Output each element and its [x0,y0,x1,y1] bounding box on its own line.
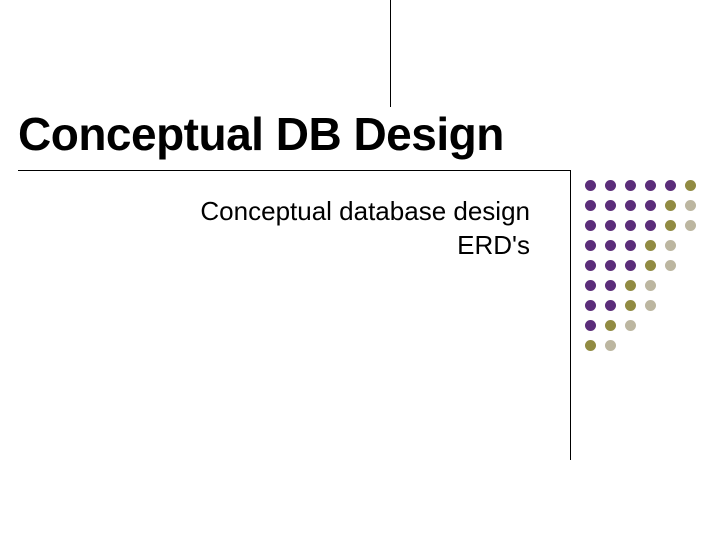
dot-row [585,320,696,331]
dot-icon [585,340,596,351]
slide-container: Conceptual DB Design Conceptual database… [0,0,720,540]
dot-icon [665,200,676,211]
dot-icon [585,220,596,231]
dot-icon [605,320,616,331]
dot-icon [625,220,636,231]
dot-row [585,240,696,251]
dot-row [585,260,696,271]
dot-icon [625,280,636,291]
dot-icon [645,260,656,271]
dot-row [585,180,696,191]
decorative-dot-grid [585,180,696,360]
dot-icon [585,200,596,211]
dot-icon [585,240,596,251]
bottom-vertical-divider [570,170,571,460]
dot-icon [665,220,676,231]
dot-icon [685,180,696,191]
dot-icon [625,200,636,211]
slide-subtitle: Conceptual database design ERD's [200,195,530,263]
dot-row [585,280,696,291]
top-vertical-divider [390,0,391,107]
dot-row [585,340,696,351]
dot-icon [665,180,676,191]
dot-icon [645,220,656,231]
dot-icon [605,200,616,211]
dot-icon [665,240,676,251]
slide-title: Conceptual DB Design [18,107,504,161]
dot-icon [645,300,656,311]
dot-icon [605,240,616,251]
dot-icon [585,280,596,291]
dot-icon [645,280,656,291]
dot-icon [685,220,696,231]
dot-icon [625,320,636,331]
dot-icon [625,180,636,191]
dot-row [585,200,696,211]
dot-icon [605,180,616,191]
dot-icon [585,320,596,331]
dot-icon [625,300,636,311]
dot-icon [605,300,616,311]
dot-row [585,300,696,311]
dot-row [585,220,696,231]
dot-icon [665,260,676,271]
dot-icon [585,300,596,311]
dot-icon [605,220,616,231]
dot-icon [605,260,616,271]
dot-icon [605,340,616,351]
horizontal-divider [18,170,570,171]
dot-icon [585,180,596,191]
dot-icon [645,240,656,251]
dot-icon [625,240,636,251]
dot-icon [685,200,696,211]
dot-icon [585,260,596,271]
dot-icon [645,200,656,211]
subtitle-line-1: Conceptual database design [200,195,530,229]
dot-icon [605,280,616,291]
dot-icon [625,260,636,271]
dot-icon [645,180,656,191]
subtitle-line-2: ERD's [200,229,530,263]
